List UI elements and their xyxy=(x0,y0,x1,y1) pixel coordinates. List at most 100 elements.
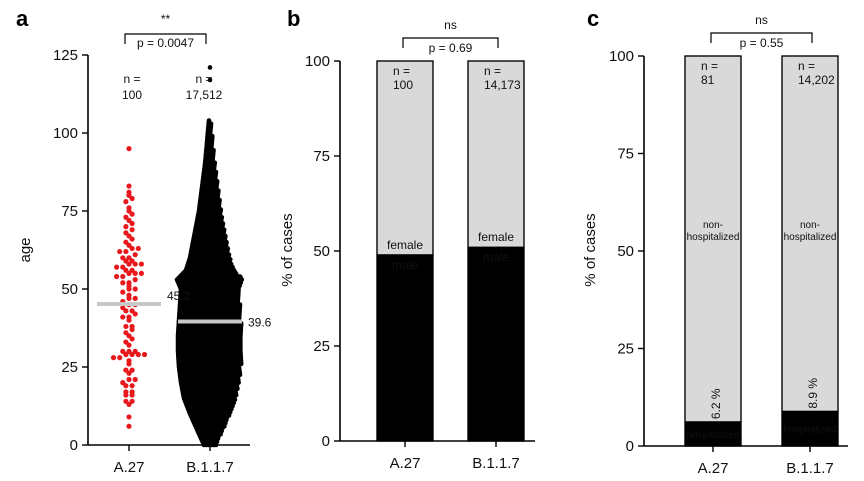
significance-label: ns xyxy=(444,18,457,32)
bar-segment-male xyxy=(376,254,434,442)
data-point-a27 xyxy=(123,239,129,245)
data-point-a27 xyxy=(132,348,138,354)
bar-outline xyxy=(684,55,742,447)
bar-segment-male xyxy=(467,246,525,442)
data-point-a27 xyxy=(120,273,126,280)
bar-outline xyxy=(376,60,434,442)
mean-label: 39.6 xyxy=(248,315,272,329)
y-axis-label: age xyxy=(17,237,34,262)
significance-bracket xyxy=(124,33,207,44)
bar-segment-nonhospitalized xyxy=(684,55,742,423)
series-label-hospitalized: hospitalized xyxy=(784,425,837,436)
data-point-b117 xyxy=(206,118,212,123)
data-point-a27 xyxy=(120,289,126,295)
bar-outline xyxy=(467,60,525,442)
data-point-a27 xyxy=(129,383,135,389)
x-category-label: B.1.1.7 xyxy=(186,459,234,476)
data-point-a27 xyxy=(129,398,135,404)
n-label: 14,173 xyxy=(484,78,521,92)
data-point-a27 xyxy=(123,323,129,330)
n-label: 14,202 xyxy=(798,73,835,87)
y-tick-label: 0 xyxy=(626,438,634,455)
significance-label: ns xyxy=(755,13,768,27)
data-point-a27 xyxy=(123,224,129,230)
data-point-a27 xyxy=(126,280,132,286)
panel-letter: c xyxy=(587,6,599,31)
data-point-a27 xyxy=(141,351,148,358)
y-tick-label: 100 xyxy=(305,53,330,70)
n-label: n = xyxy=(701,59,718,73)
y-axis-label: % of cases xyxy=(279,213,296,286)
data-point-a27 xyxy=(120,305,126,311)
data-point-a27 xyxy=(126,205,132,211)
series-label-hospitalized: hospitalized xyxy=(687,430,740,441)
data-point-a27 xyxy=(120,380,126,386)
data-point-a27 xyxy=(123,230,129,236)
data-point-a27 xyxy=(123,398,129,404)
y-tick-label: 25 xyxy=(61,359,78,376)
data-point-a27 xyxy=(126,358,132,364)
y-tick-label: 25 xyxy=(313,338,330,355)
data-point-a27 xyxy=(114,264,120,270)
data-point-a27 xyxy=(126,414,132,420)
data-point-a27 xyxy=(120,348,126,354)
y-tick-label: 75 xyxy=(617,146,634,163)
data-point-a27 xyxy=(123,214,129,220)
data-point-a27 xyxy=(129,267,135,273)
y-tick-label: 125 xyxy=(53,47,78,64)
data-point-a27 xyxy=(129,227,135,233)
data-point-a27 xyxy=(126,292,132,298)
data-point-a27 xyxy=(123,199,129,205)
data-point-a27 xyxy=(123,330,129,336)
data-point-a27 xyxy=(129,389,135,395)
series-label-nonhospitalized: hospitalized xyxy=(784,232,837,243)
data-point-a27 xyxy=(126,183,132,189)
y-tick-label: 25 xyxy=(617,341,634,358)
n-label: 100 xyxy=(393,78,413,92)
data-point-a27 xyxy=(120,255,126,261)
data-point-a27 xyxy=(138,261,144,267)
series-label-nonhospitalized: hospitalized xyxy=(687,232,740,243)
data-point-a27 xyxy=(123,248,129,255)
data-point-a27 xyxy=(126,348,132,354)
data-point-a27 xyxy=(138,270,144,276)
data-point-a27 xyxy=(132,277,138,283)
n-label: n = xyxy=(484,64,501,78)
panel-letter: a xyxy=(16,6,29,31)
data-point-a27 xyxy=(132,286,138,292)
series-label-nonhospitalized: non- xyxy=(800,220,820,231)
x-category-label: B.1.1.7 xyxy=(786,460,834,477)
data-point-a27 xyxy=(129,323,135,330)
y-tick-label: 50 xyxy=(617,243,634,260)
series-label-male: male xyxy=(483,250,509,264)
series-label-female: female xyxy=(478,230,514,244)
data-point-a27 xyxy=(120,264,126,270)
data-point-a27 xyxy=(126,146,132,152)
n-label: n = xyxy=(393,64,410,78)
data-point-a27 xyxy=(129,367,135,373)
significance-label: ** xyxy=(161,12,171,26)
y-tick-label: 100 xyxy=(609,48,634,65)
x-category-label: A.27 xyxy=(698,460,729,477)
x-category-label: B.1.1.7 xyxy=(472,455,520,472)
panel-letter: b xyxy=(287,6,300,31)
significance-bracket xyxy=(402,37,499,48)
data-point-a27 xyxy=(123,339,129,345)
y-tick-label: 100 xyxy=(53,125,78,142)
data-point-a27 xyxy=(132,252,138,258)
y-tick-label: 50 xyxy=(61,281,78,298)
data-point-a27 xyxy=(129,308,135,314)
y-tick-label: 0 xyxy=(70,437,78,454)
y-tick-label: 50 xyxy=(313,243,330,260)
data-point-a27 xyxy=(126,376,132,383)
data-point-a27 xyxy=(135,245,141,252)
mean-label: 45.2 xyxy=(167,289,191,303)
n-label: n = xyxy=(195,72,212,86)
n-label: 81 xyxy=(701,73,715,87)
data-point-a27 xyxy=(117,248,123,255)
data-point-a27 xyxy=(120,280,126,286)
data-point-a27 xyxy=(114,273,120,280)
data-point-a27 xyxy=(123,389,129,395)
data-point-a27 xyxy=(126,189,132,195)
